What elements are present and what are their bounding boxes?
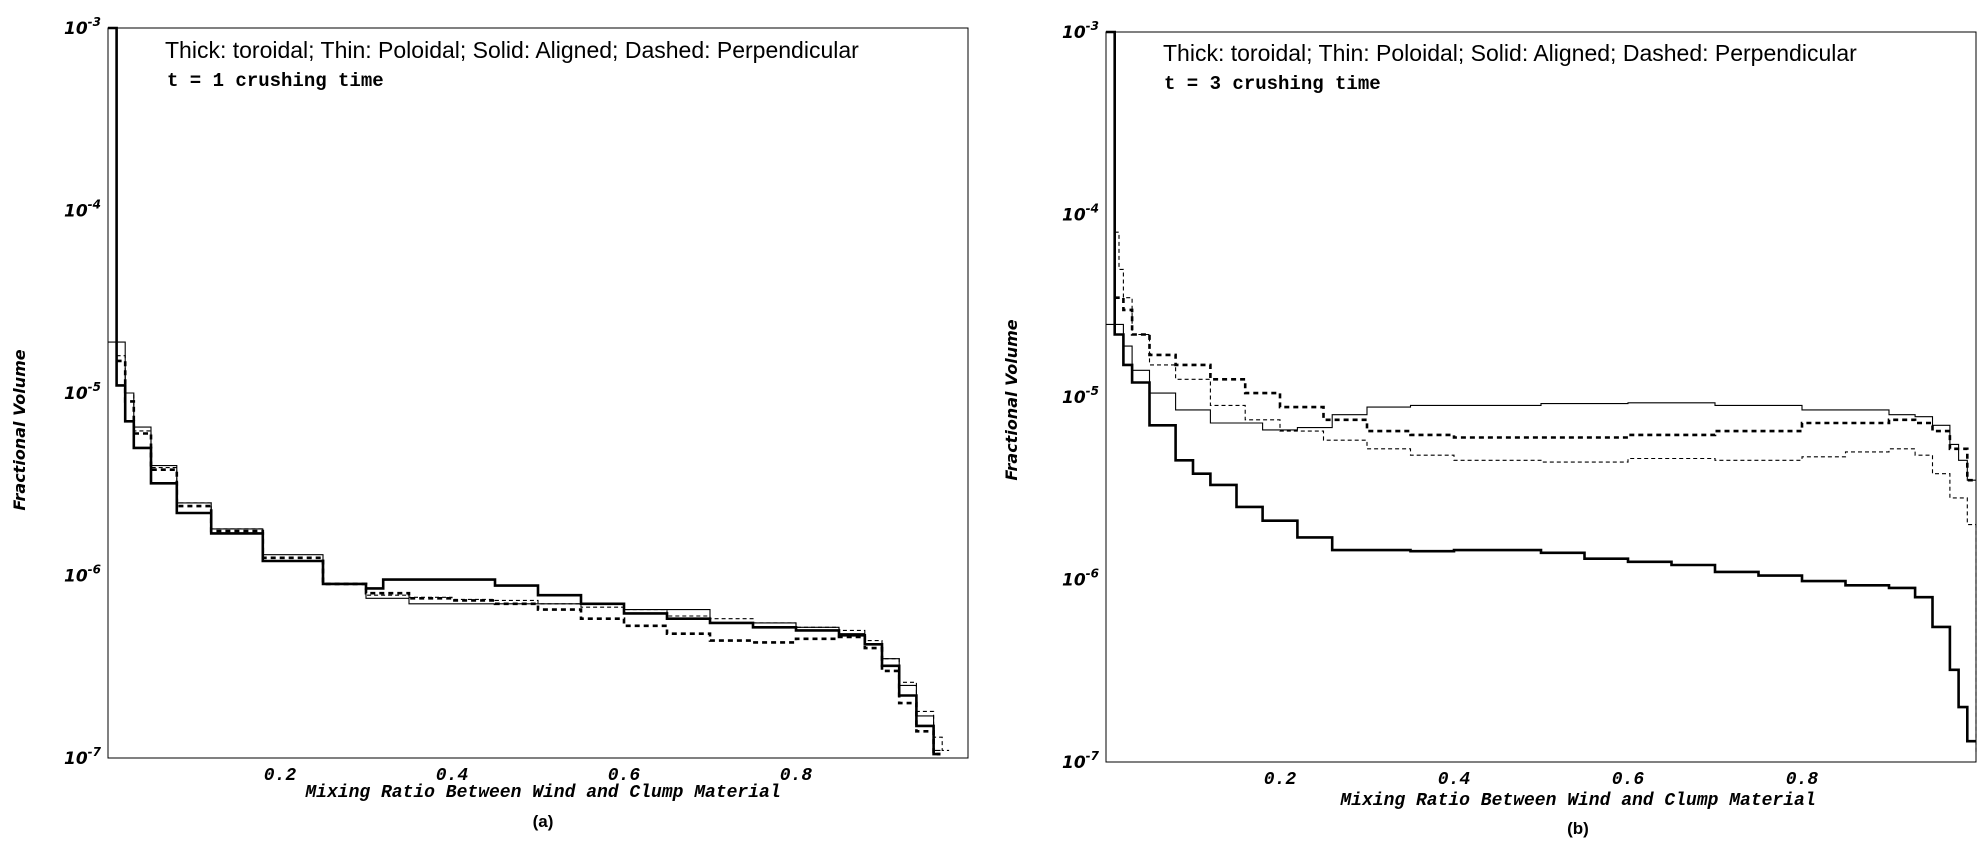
chart-b-series-thick-solid xyxy=(1106,30,1976,743)
chart-b-ytick-label: 10-6 xyxy=(1062,567,1099,591)
chart-a-subtitle: t = 1 crushing time xyxy=(167,70,384,92)
chart-a-xlabel: Mixing Ratio Between Wind and Clump Mate… xyxy=(304,783,780,803)
chart-b-xtick-label: 0.2 xyxy=(1264,770,1297,790)
chart-a-svg: Thick: toroidal; Thin: Poloidal; Solid: … xyxy=(10,15,969,831)
chart-b-xlabel: Mixing Ratio Between Wind and Clump Mate… xyxy=(1339,791,1815,811)
chart-b-xtick-label: 0.6 xyxy=(1612,770,1645,790)
chart-a-series-thick-solid xyxy=(108,26,941,756)
chart-b-series-thick-dashed xyxy=(1114,296,1976,482)
chart-a-ytick-label: 10-5 xyxy=(64,380,101,404)
chart-a-xtick-label: 0.4 xyxy=(436,766,469,786)
chart-b-series-thin-dashed xyxy=(1114,231,1977,755)
chart-a-panel-label: (a) xyxy=(533,812,554,831)
chart-b-plot-frame xyxy=(1105,31,1977,763)
chart-b-ytick-label: 10-4 xyxy=(1062,202,1099,226)
chart-a-title: Thick: toroidal; Thin: Poloidal; Solid: … xyxy=(165,37,859,63)
chart-a-ytick-label: 10-4 xyxy=(64,198,101,222)
chart-panel-b: Thick: toroidal; Thin: Poloidal; Solid: … xyxy=(1000,0,1984,862)
chart-a-xtick-label: 0.2 xyxy=(264,766,297,786)
chart-b-ytick-label: 10-3 xyxy=(1062,19,1099,43)
chart-a-ytick-label: 10-7 xyxy=(64,745,102,769)
chart-a-ylabel: Fractional Volume xyxy=(10,349,29,510)
chart-a-plot-frame xyxy=(107,27,969,759)
chart-b-ytick-label: 10-7 xyxy=(1062,749,1100,773)
chart-b-panel-label: (b) xyxy=(1567,819,1589,838)
chart-b-title: Thick: toroidal; Thin: Poloidal; Solid: … xyxy=(1163,40,1857,66)
chart-b-xtick-label: 0.8 xyxy=(1786,770,1819,790)
chart-a-xtick-label: 0.8 xyxy=(780,766,813,786)
chart-b-series-thin-solid xyxy=(1106,323,1976,481)
chart-a-series-thin-dashed xyxy=(116,355,950,751)
chart-panel-a: Thick: toroidal; Thin: Poloidal; Solid: … xyxy=(0,0,980,862)
chart-a-xtick-label: 0.6 xyxy=(608,766,641,786)
chart-a-series-thin-solid xyxy=(108,341,941,751)
chart-b-xtick-label: 0.4 xyxy=(1438,770,1471,790)
chart-b-ylabel: Fractional Volume xyxy=(1002,319,1021,480)
chart-a-series-thick-dashed xyxy=(116,359,941,756)
chart-b-subtitle: t = 3 crushing time xyxy=(1164,73,1381,95)
chart-a-ytick-label: 10-3 xyxy=(64,15,101,39)
chart-b-ytick-label: 10-5 xyxy=(1062,384,1099,408)
chart-a-ytick-label: 10-6 xyxy=(64,563,101,587)
chart-b-svg: Thick: toroidal; Thin: Poloidal; Solid: … xyxy=(1002,19,1977,838)
